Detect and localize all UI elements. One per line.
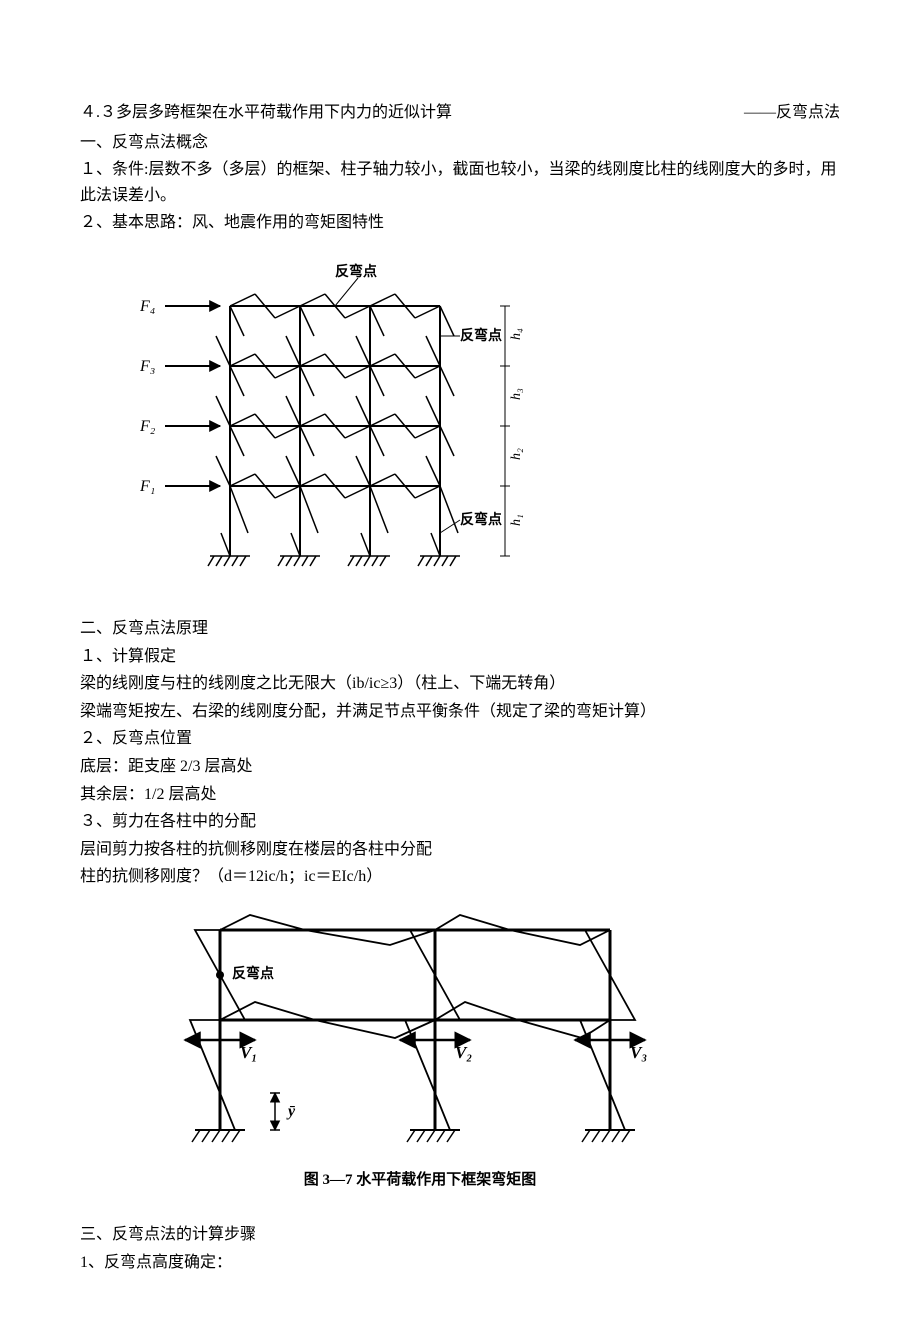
fig2-V3: V₃	[630, 1043, 647, 1062]
section2-line2: 梁端弯矩按左、右梁的线刚度分配，并满足节点平衡条件（规定了梁的弯矩计算）	[80, 699, 840, 725]
section1-item2: ２、基本思路：风、地震作用的弯矩图特性	[80, 210, 840, 236]
fig2-caption: 图 3—7 水平荷载作用下框架弯矩图	[140, 1168, 700, 1192]
fig1-label-top: 反弯点	[335, 263, 377, 280]
moment-diagram-svg: 反弯点 V₁ V₂ V₃ ȳ	[140, 910, 700, 1160]
fig1-F4: F₄	[140, 298, 155, 315]
section2-line3: 底层：距支座 2/3 层高处	[80, 754, 840, 780]
fig1-F3: F₃	[140, 358, 155, 375]
inflection-dot	[216, 971, 224, 979]
section2-heading: 二、反弯点法原理	[80, 616, 840, 642]
section1-item1: １、条件:层数不多（多层）的框架、柱子轴力较小，截面也较小，当梁的线刚度比柱的线…	[80, 157, 840, 208]
section2-item1: １、计算假定	[80, 644, 840, 670]
fig1-label-right-bottom: 反弯点	[460, 511, 502, 528]
section3-heading: 三、反弯点法的计算步骤	[80, 1222, 840, 1248]
section2-item2: ２、反弯点位置	[80, 726, 840, 752]
title-block: ４.３多层多跨框架在水平荷载作用下内力的近似计算 ——反弯点法	[80, 100, 840, 126]
section1-heading: 一、反弯点法概念	[80, 130, 840, 156]
section2-line5: 层间剪力按各柱的抗侧移刚度在楼层的各柱中分配	[80, 837, 840, 863]
fig2-ybar: ȳ	[286, 1103, 296, 1120]
section2-line4: 其余层：1/2 层高处	[80, 782, 840, 808]
frame-diagram-svg: 反弯点	[140, 256, 560, 586]
figure-1: 反弯点	[140, 256, 840, 586]
section3-item1: 1、反弯点高度确定：	[80, 1250, 840, 1276]
fig1-h3: h₃	[509, 388, 524, 400]
section2-line6: 柱的抗侧移刚度？（d＝12ic/h；ic＝EIc/h）	[80, 864, 840, 890]
figure-2: 反弯点 V₁ V₂ V₃ ȳ 图 3—7 水平荷载作用下框架弯矩图	[140, 910, 840, 1192]
fig1-label-right-top: 反弯点	[460, 327, 502, 344]
fig1-F1: F₁	[140, 478, 155, 495]
title-main: ４.３多层多跨框架在水平荷载作用下内力的近似计算	[80, 100, 452, 126]
fig2-V1: V₁	[240, 1043, 257, 1062]
fig2-V2: V₂	[455, 1043, 472, 1062]
fig1-h1: h₁	[509, 514, 524, 526]
fig1-h4: h₄	[509, 328, 524, 340]
section2-line1: 梁的线刚度与柱的线刚度之比无限大（ib/ic≥3）（柱上、下端无转角）	[80, 671, 840, 697]
fig1-F2: F₂	[140, 418, 156, 435]
title-suffix: ——反弯点法	[744, 100, 840, 126]
fig2-inflection-label: 反弯点	[232, 965, 274, 982]
fig1-h2: h₂	[509, 448, 524, 460]
section2-item3: ３、剪力在各柱中的分配	[80, 809, 840, 835]
